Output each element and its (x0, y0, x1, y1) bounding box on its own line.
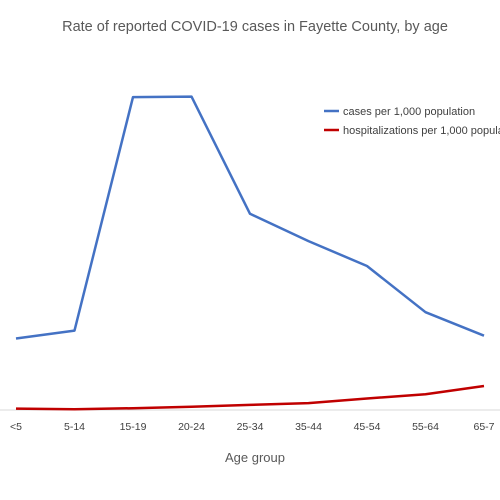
series-line-1 (15, 384, 485, 411)
x-axis-title: Age group (225, 450, 285, 465)
legend: cases per 1,000 population hospitalizati… (324, 106, 500, 137)
x-tick-label: 15-19 (120, 421, 147, 433)
x-tick-label: 5-14 (64, 421, 85, 433)
x-tick-label: <5 (10, 421, 22, 433)
x-tick-label: 65-7 (473, 421, 494, 433)
x-tick-labels: <5 5-14 15-19 20-24 25-34 35-44 45-54 55-64 65-7 (10, 421, 495, 433)
x-tick-label: 45-54 (354, 421, 381, 433)
x-tick-label: 20-24 (178, 421, 205, 433)
x-tick-label: 25-34 (237, 421, 264, 433)
chart-title: Rate of reported COVID-19 cases in Fayet… (62, 19, 448, 35)
legend-label-hospitalizations: hospitalizations per 1,000 population (343, 125, 500, 137)
legend-label-cases: cases per 1,000 population (343, 106, 475, 118)
series-layer (15, 95, 485, 411)
x-tick-label: 35-44 (295, 421, 322, 433)
x-tick-label: 55-64 (412, 421, 439, 433)
